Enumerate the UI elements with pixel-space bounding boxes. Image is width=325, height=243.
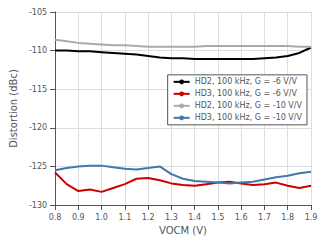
svg-text:-110: -110 — [29, 46, 47, 55]
svg-text:-115: -115 — [29, 85, 47, 94]
svg-text:1.8: 1.8 — [281, 213, 294, 222]
svg-text:HD3, 100 kHz, G = -10 V/V: HD3, 100 kHz, G = -10 V/V — [195, 113, 303, 122]
svg-text:HD2, 100 kHz, G = -10 V/V: HD2, 100 kHz, G = -10 V/V — [195, 101, 303, 110]
svg-text:1.7: 1.7 — [258, 213, 271, 222]
svg-text:0.9: 0.9 — [72, 213, 85, 222]
svg-text:0.8: 0.8 — [49, 213, 62, 222]
svg-text:1.5: 1.5 — [212, 213, 225, 222]
svg-text:VOCM (V): VOCM (V) — [159, 225, 207, 236]
svg-text:1.4: 1.4 — [188, 213, 201, 222]
svg-text:1.3: 1.3 — [165, 213, 178, 222]
svg-text:-130: -130 — [29, 201, 47, 210]
svg-text:-105: -105 — [29, 8, 47, 17]
svg-text:1.2: 1.2 — [142, 213, 155, 222]
svg-text:1.1: 1.1 — [118, 213, 131, 222]
svg-text:HD3, 100 kHz, G = -6 V/V: HD3, 100 kHz, G = -6 V/V — [195, 89, 298, 98]
svg-text:1.0: 1.0 — [95, 213, 108, 222]
svg-text:-125: -125 — [29, 162, 47, 171]
svg-text:HD2, 100 kHz, G = -6 V/V: HD2, 100 kHz, G = -6 V/V — [195, 77, 298, 86]
svg-text:1.6: 1.6 — [235, 213, 248, 222]
svg-text:-120: -120 — [29, 123, 47, 132]
svg-text:1.9: 1.9 — [305, 213, 318, 222]
svg-text:Distortion (dBc): Distortion (dBc) — [8, 69, 19, 148]
